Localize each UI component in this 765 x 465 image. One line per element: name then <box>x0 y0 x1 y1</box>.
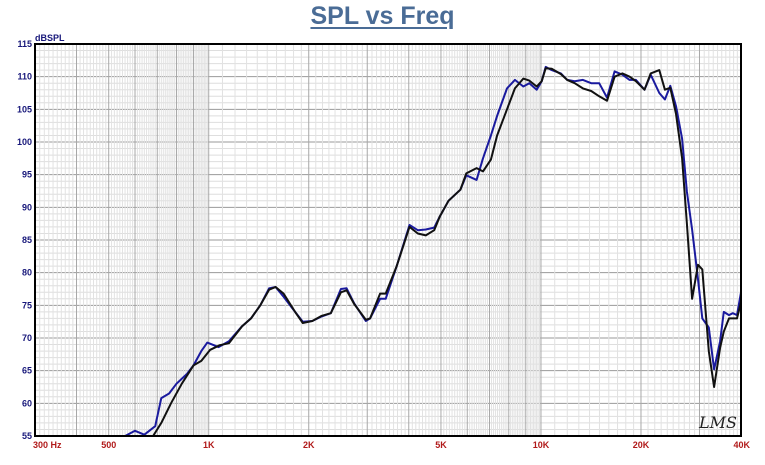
y-tick-label: 105 <box>17 104 32 114</box>
lms-watermark: LMS <box>698 413 737 432</box>
y-tick-label: 65 <box>22 366 32 376</box>
y-tick-label: 115 <box>17 39 32 49</box>
x-tick-label: 2K <box>303 440 315 450</box>
x-tick-labels: 300 Hz 500 1K 2K 5K 10K 20K 40K <box>33 440 750 450</box>
x-tick-label: 10K <box>533 440 550 450</box>
y-tick-label: 55 <box>22 431 32 441</box>
chart-title: SPL vs Freq <box>310 2 455 30</box>
y-tick-label: 80 <box>22 268 32 278</box>
x-tick-label: 5K <box>435 440 447 450</box>
x-tick-label: 1K <box>203 440 215 450</box>
y-tick-label: 60 <box>22 398 32 408</box>
series-line-2 <box>35 67 742 437</box>
y-axis-label: dBSPL <box>35 33 65 43</box>
grid-lines <box>34 43 742 437</box>
x-tick-label: 40K <box>733 440 750 450</box>
y-tick-label: 90 <box>22 202 32 212</box>
x-tick-label: 20K <box>633 440 650 450</box>
y-tick-labels: 55 60 65 70 75 80 85 90 95 100 105 110 115 <box>17 39 32 441</box>
x-tick-label: 500 <box>101 440 116 450</box>
y-tick-label: 110 <box>17 72 32 82</box>
y-tick-label: 85 <box>22 235 32 245</box>
plot-frame <box>34 43 742 437</box>
y-tick-label: 100 <box>17 137 32 147</box>
y-tick-label: 95 <box>22 170 32 180</box>
y-tick-label: 75 <box>22 300 32 310</box>
series-group <box>35 65 742 437</box>
x-tick-label: 300 Hz <box>33 440 62 450</box>
y-tick-label: 70 <box>22 333 32 343</box>
